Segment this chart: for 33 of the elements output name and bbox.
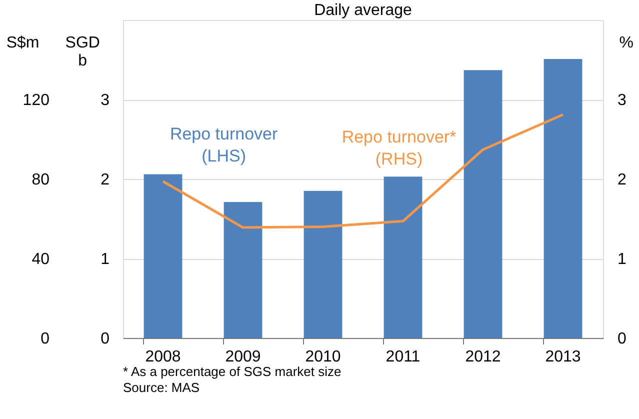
x-tick-label: 2013 bbox=[545, 348, 581, 366]
y2-tick-label: 2 bbox=[618, 172, 626, 188]
y-axis-title: SGD b bbox=[65, 34, 100, 70]
y-tick-label: 0 bbox=[100, 330, 110, 348]
bar bbox=[384, 176, 422, 338]
x-tick-label: 2008 bbox=[145, 348, 181, 366]
bar bbox=[544, 58, 582, 338]
y3-tick-label: 120 bbox=[22, 92, 50, 109]
x-tick-label: 2010 bbox=[305, 348, 341, 366]
series-label: Repo turnover* (RHS) bbox=[342, 128, 457, 169]
y2-axis-title: % bbox=[619, 34, 634, 52]
bar bbox=[464, 70, 502, 338]
bar bbox=[144, 174, 182, 338]
x-tick-label: 2012 bbox=[465, 348, 501, 366]
x-tick-label: 2011 bbox=[386, 348, 420, 366]
bar bbox=[304, 190, 342, 338]
y2-tick-label: 3 bbox=[618, 92, 626, 109]
y2-tick-label: 1 bbox=[618, 251, 626, 268]
x-tick-label: 2009 bbox=[225, 348, 261, 366]
series-label: Repo turnover (LHS) bbox=[170, 124, 278, 166]
line-series bbox=[162, 113, 564, 229]
y2-tick-label: 0 bbox=[618, 330, 626, 348]
y3-tick-label: 40 bbox=[32, 251, 50, 268]
y3-axis-title: S$m bbox=[6, 34, 40, 52]
bar bbox=[224, 202, 262, 338]
y3-tick-label: 0 bbox=[40, 330, 50, 348]
chart-title: Daily average bbox=[314, 2, 412, 19]
y-tick-label: 2 bbox=[100, 172, 110, 188]
y-tick-label: 1 bbox=[100, 251, 110, 268]
source-note: Source: MAS bbox=[123, 380, 200, 395]
text: * As a percentage of SGS market size bbox=[123, 364, 342, 379]
y3-tick-label: 80 bbox=[32, 172, 50, 188]
y-tick-label: 3 bbox=[100, 92, 110, 109]
